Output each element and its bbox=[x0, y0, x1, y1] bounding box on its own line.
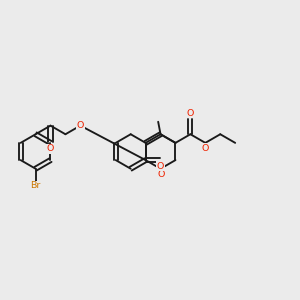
Text: O: O bbox=[186, 109, 194, 118]
Text: O: O bbox=[77, 121, 84, 130]
Text: Br: Br bbox=[30, 182, 41, 190]
Text: O: O bbox=[157, 162, 164, 171]
Text: O: O bbox=[202, 144, 209, 153]
Text: O: O bbox=[46, 144, 54, 153]
Text: O: O bbox=[158, 170, 165, 179]
